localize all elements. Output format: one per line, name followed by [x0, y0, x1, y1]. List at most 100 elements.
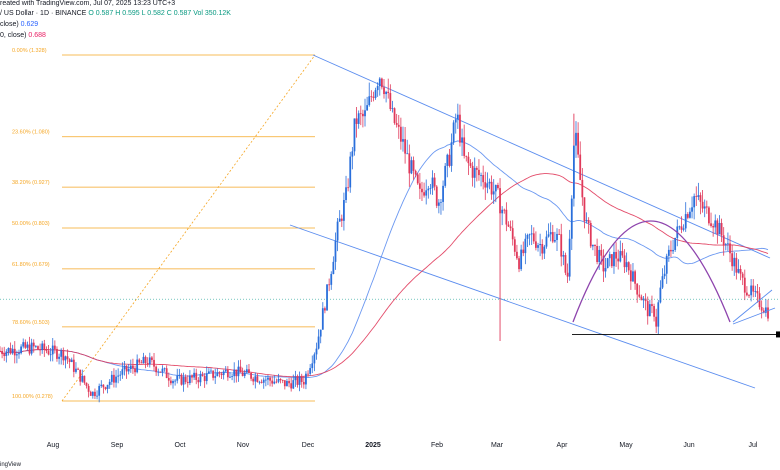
candlesticks — [0, 77, 769, 403]
candle-body — [191, 375, 193, 378]
candle-body — [317, 336, 320, 349]
candle-body — [159, 371, 162, 373]
candle-body — [391, 108, 394, 110]
candle-body — [117, 375, 120, 377]
candle-body — [182, 376, 185, 385]
candle-body — [15, 354, 18, 356]
candle-body — [600, 249, 603, 256]
candle-body — [260, 381, 263, 383]
candle-body — [583, 197, 586, 222]
candle-body — [560, 234, 563, 257]
candle-body — [672, 249, 674, 252]
candle-body — [663, 273, 666, 277]
candle-body — [144, 356, 147, 364]
candle-body — [290, 383, 293, 389]
candle-body — [486, 183, 489, 188]
candle-body — [684, 214, 687, 229]
fibonacci-retracement[interactable]: 0.00% (1.328) 23.60% (1.080) 38.20% (0.927… — [12, 48, 316, 402]
candle-body — [636, 283, 639, 295]
fib-level-label: 78.60% (0.503) — [12, 320, 50, 326]
candle-body — [307, 373, 309, 375]
candle-body — [165, 368, 168, 378]
candle-body — [537, 245, 539, 248]
candle-body — [410, 160, 413, 174]
x-tick-label: Jun — [683, 442, 694, 449]
candle-body — [465, 155, 468, 157]
candle-body — [722, 235, 725, 246]
candle-body — [724, 244, 727, 246]
candle-body — [606, 258, 609, 269]
descending-channel[interactable] — [289, 54, 771, 389]
candle-body — [452, 122, 455, 143]
candle-body — [146, 363, 149, 365]
candle-body — [288, 381, 290, 384]
candle-body — [235, 369, 238, 377]
candle-body — [450, 142, 453, 166]
candle-body — [226, 369, 229, 378]
candle-body — [364, 110, 366, 117]
candle-body — [602, 255, 605, 272]
candle-body — [511, 228, 514, 240]
candle-body — [203, 375, 206, 382]
candle-body — [138, 359, 141, 363]
candle-body — [459, 114, 461, 143]
time-axis: Aug Sep Oct Nov Dec 2025 Feb Mar Apr May Jun Jul — [47, 442, 758, 449]
candle-body — [655, 316, 658, 327]
candle-body — [522, 249, 525, 254]
candle-body — [351, 151, 354, 157]
candle-body — [115, 376, 117, 383]
candle-body — [497, 184, 499, 189]
candle-body — [425, 190, 428, 196]
candle-body — [178, 374, 181, 376]
candle-body — [245, 369, 248, 373]
candle-body — [174, 380, 177, 382]
candle-body — [18, 353, 20, 355]
candle-body — [659, 287, 662, 303]
candle-body — [157, 371, 160, 373]
candle-body — [587, 219, 590, 224]
candle-body — [237, 366, 240, 377]
candle-body — [277, 378, 280, 382]
candle-body — [220, 373, 223, 376]
support-price-marker — [776, 331, 780, 338]
candle-body — [315, 348, 318, 355]
candle-body — [330, 273, 333, 285]
candle-body — [686, 214, 689, 218]
chart-patterns[interactable] — [0, 220, 780, 338]
candle-body — [389, 93, 392, 110]
candle-body — [530, 233, 533, 235]
candle-body — [431, 177, 434, 189]
candle-body — [397, 124, 400, 127]
candle-body — [142, 356, 145, 364]
candle-body — [520, 249, 523, 270]
x-tick-label: Apr — [557, 442, 569, 449]
candle-body — [642, 298, 645, 301]
candle-body — [752, 285, 755, 292]
candle-body — [7, 348, 10, 352]
candle-body — [638, 294, 641, 297]
candle-body — [28, 344, 31, 354]
candle-body — [467, 156, 470, 164]
candle-body — [110, 374, 113, 382]
candle-body — [526, 234, 529, 239]
candle-body — [594, 244, 596, 247]
candle-body — [423, 192, 425, 196]
candle-body — [91, 391, 94, 396]
candle-body — [334, 240, 337, 262]
candle-body — [442, 185, 444, 202]
candle-body — [615, 251, 617, 259]
candle-body — [524, 238, 527, 254]
candle-body — [151, 357, 153, 360]
candle-body — [205, 373, 208, 382]
candle-body — [471, 165, 474, 178]
candle-body — [302, 381, 305, 385]
candle-body — [395, 122, 398, 125]
candle-body — [494, 184, 497, 192]
candle-body — [239, 366, 242, 373]
candle-body — [87, 385, 90, 392]
candle-body — [695, 196, 698, 197]
candle-body — [528, 234, 531, 236]
channel-lower-line — [289, 224, 756, 389]
candle-body — [402, 139, 404, 142]
